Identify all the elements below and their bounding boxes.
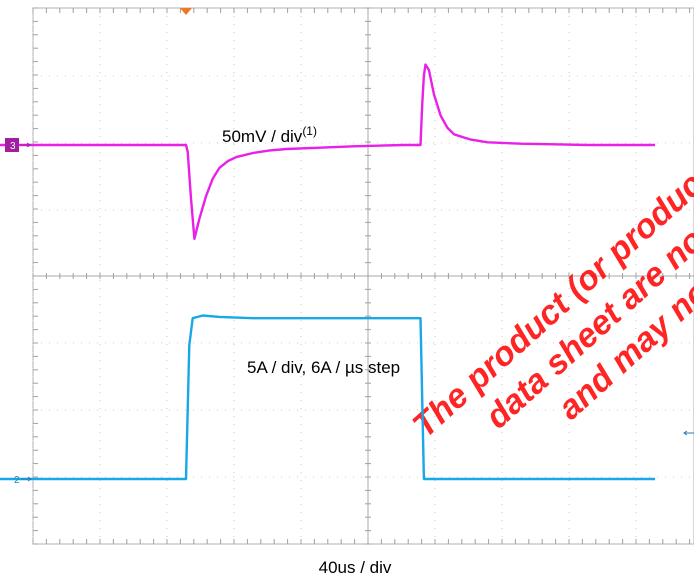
channel-3-marker-label: 3 (10, 141, 16, 152)
series-3-trace (0, 63, 655, 240)
x-axis-label: 40us / div (319, 558, 392, 577)
channel-3-scale-footnote: (1) (302, 124, 317, 138)
traces (0, 63, 655, 481)
channel-3-scale-label: 50mV / div(1) (222, 124, 317, 146)
trigger-level-arrow (683, 430, 694, 436)
channel-3-arrow (20, 142, 31, 148)
trigger-position-marker (180, 8, 192, 15)
series-2-trace (0, 314, 655, 481)
scope-grid (32, 7, 694, 545)
channel-2-scale-label: 5A / div, 6A / µs step (247, 358, 400, 377)
channel-markers: 32 (5, 138, 694, 486)
channel-3-marker-box (5, 138, 19, 152)
channel-2-marker-label: 2 (14, 475, 20, 486)
channel-3-scale-text: 50mV / div (222, 127, 303, 146)
channel-2-arrow (21, 476, 32, 482)
